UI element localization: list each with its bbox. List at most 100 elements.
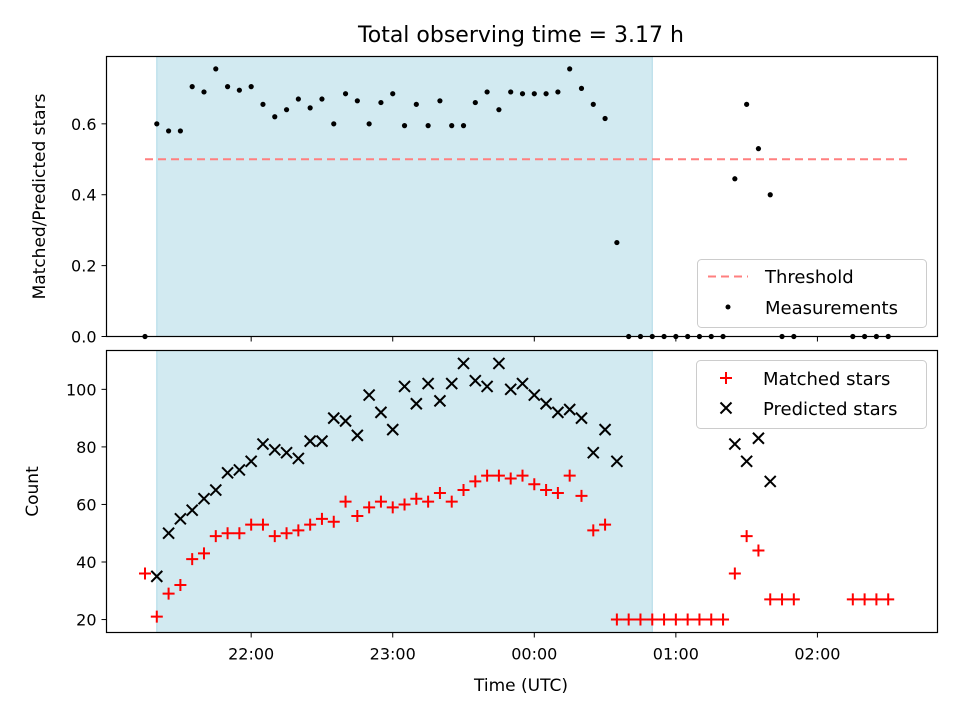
matched-stars-point — [681, 613, 694, 626]
matched-stars-point — [599, 518, 612, 531]
measurement-point — [590, 101, 596, 107]
matched-stars-point — [717, 613, 730, 626]
predicted-stars-point — [174, 512, 187, 526]
predicted-stars-point — [480, 380, 494, 393]
predicted-stars-point — [410, 397, 423, 410]
matched-stars-point — [327, 515, 340, 528]
matched-stars-point — [304, 518, 317, 531]
legend-measurements-label: Measurements — [765, 298, 898, 319]
ratio-legend: Threshold Measurements — [697, 259, 927, 328]
predicted-stars-point — [209, 483, 222, 497]
predicted-stars-point — [374, 406, 388, 419]
measurement-point — [283, 107, 290, 113]
predicted-stars-point — [587, 446, 600, 459]
matched-stars-point — [374, 495, 387, 508]
predicted-stars-point — [244, 455, 258, 468]
predicted-stars-point — [327, 411, 340, 425]
matched-stars-point — [292, 524, 305, 537]
predicted-stars-point — [221, 466, 234, 480]
matched-stars-point — [882, 593, 895, 606]
measurement-point — [366, 121, 372, 127]
counts-legend: Matched stars Predicted stars — [696, 360, 927, 429]
matched-stars-point — [481, 469, 494, 482]
predicted-stars-point — [256, 437, 270, 451]
predicted-stars-point — [421, 377, 435, 390]
matched-stars-point — [516, 469, 529, 482]
legend-predicted-label: Predicted stars — [763, 399, 897, 420]
predicted-stars-point — [197, 492, 211, 505]
measurement-point — [213, 66, 219, 72]
measurement-point — [236, 87, 242, 93]
matched-stars-point — [693, 613, 706, 626]
measurement-point — [354, 98, 360, 104]
predicted-stars-point — [492, 357, 506, 370]
measurement-point — [519, 91, 526, 97]
matched-stars-point — [445, 495, 458, 508]
measurement-point — [543, 91, 549, 97]
x-tick-label: 02:00 — [794, 645, 840, 664]
measurement-point — [425, 123, 431, 129]
matched-stars-point — [197, 547, 210, 560]
predicted-stars-point — [516, 377, 529, 390]
measurement-point — [755, 146, 762, 152]
matched-stars-point — [363, 501, 376, 514]
matched-stars-point — [245, 518, 258, 531]
predicted-stars-point — [280, 446, 293, 459]
legend-predicted-swatch — [719, 401, 733, 415]
counts-panel: 20 40 60 80 100 22:00 23:00 00:00 01:00 02:00 Co… — [23, 349, 939, 696]
measurement-point — [378, 99, 384, 106]
matched-stars-point — [858, 593, 871, 606]
predicted-stars-point — [386, 423, 399, 436]
measurement-point — [224, 84, 231, 90]
measurement-point — [154, 121, 160, 127]
matched-stars-point — [728, 567, 741, 580]
matched-stars-point — [846, 593, 859, 606]
ratio-plot-frame — [105, 55, 939, 338]
matched-stars-point — [162, 587, 175, 600]
matched-stars-point — [139, 567, 151, 580]
matched-stars-point — [658, 613, 671, 626]
counts-plot-frame — [105, 349, 939, 634]
predicted-stars-point — [398, 380, 411, 393]
predicted-stars-point — [728, 437, 742, 451]
measurement-point — [508, 89, 514, 95]
measurement-point — [189, 84, 195, 90]
measurement-point — [390, 91, 396, 97]
predicted-stars-point — [563, 403, 576, 416]
matched-stars-point — [433, 486, 446, 499]
matched-stars-point — [551, 486, 564, 499]
measurement-point — [744, 101, 750, 107]
predicted-stars-point — [539, 397, 553, 410]
y-tick-label: 0.0 — [71, 328, 96, 347]
predicted-stars-point — [185, 503, 199, 517]
matched-stars-point — [634, 613, 647, 626]
ratio-panel: 0.0 0.2 0.4 0.6 Matched/Predicted stars Thr… — [30, 55, 939, 347]
x-tick-label: 01:00 — [653, 645, 699, 664]
matched-stars-point — [280, 527, 293, 540]
counts-legend-box — [696, 360, 927, 429]
x-tick-label: 00:00 — [511, 645, 557, 664]
y-tick-label: 60 — [76, 495, 96, 514]
y-tick-label: 0.6 — [71, 115, 96, 134]
x-tick-label: 23:00 — [370, 645, 416, 664]
predicted-stars-point — [303, 434, 317, 448]
matched-stars-point — [221, 527, 234, 540]
matched-stars-point — [410, 492, 423, 505]
matched-stars-point — [610, 613, 623, 626]
matched-stars-point — [764, 593, 777, 606]
predicted-stars-point — [610, 455, 624, 468]
measurement-point — [732, 176, 738, 182]
legend-threshold-label: Threshold — [764, 267, 854, 288]
predicted-stars-point — [362, 388, 376, 402]
ratio-observing-window — [156, 56, 653, 337]
y-tick-label: 0.2 — [71, 257, 96, 276]
matched-stars-point — [186, 553, 199, 566]
measurement-point — [449, 123, 455, 129]
matched-stars-point — [386, 501, 399, 514]
measurement-point — [555, 89, 561, 95]
matched-stars-point — [174, 579, 187, 592]
matched-stars-point — [705, 613, 718, 626]
matched-stars-point — [233, 527, 246, 540]
matched-stars-point — [398, 498, 411, 511]
